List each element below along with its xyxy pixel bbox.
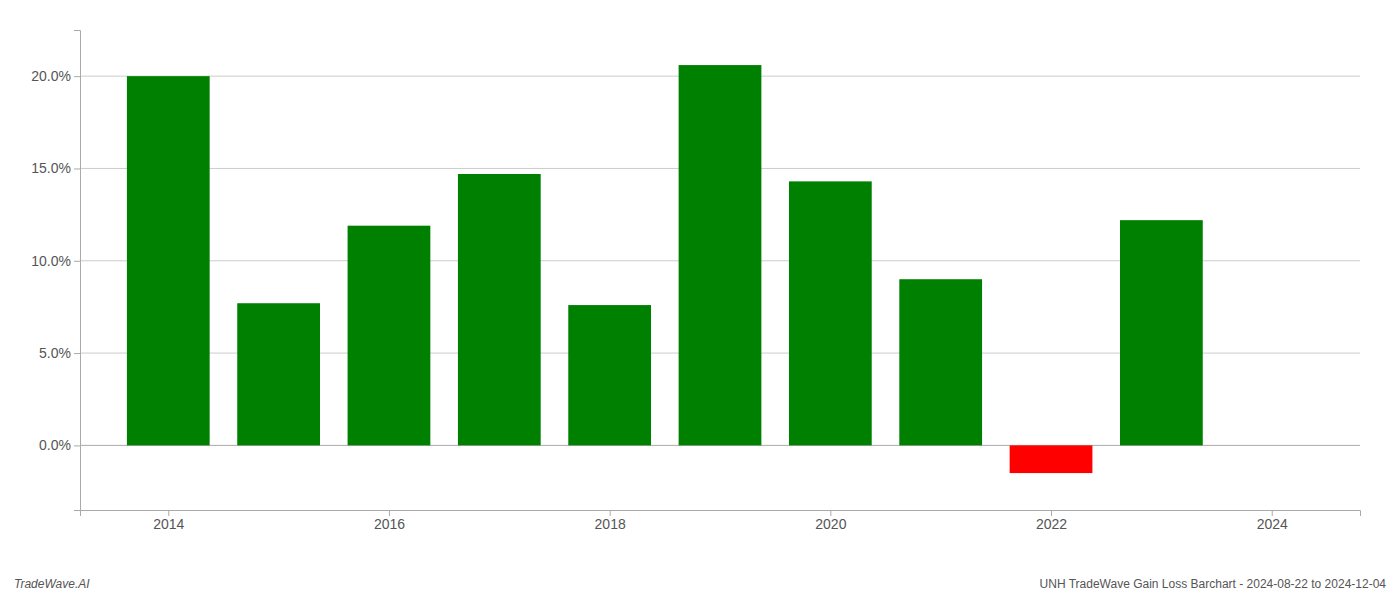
bar xyxy=(899,279,982,445)
axis-line xyxy=(74,31,81,511)
y-tick: 0.0% xyxy=(39,437,80,453)
y-tick-label: 20.0% xyxy=(31,68,71,84)
x-tick: 2016 xyxy=(374,510,405,532)
y-axis: 0.0% 5.0% 10.0% 15.0% 20.0% xyxy=(31,31,80,511)
x-tick-label: 2020 xyxy=(815,516,846,532)
y-tick-mark xyxy=(74,353,80,354)
y-tick: 5.0% xyxy=(39,345,80,361)
x-tick-label: 2024 xyxy=(1257,516,1288,532)
bar xyxy=(789,181,872,445)
y-tick-mark xyxy=(74,261,80,262)
plot: 2014 2016 2018 2020 2022 2024 0.0% 5.0% 10.0% 15.… xyxy=(31,31,1360,532)
x-tick-label: 2022 xyxy=(1036,516,1067,532)
x-tick: 2014 xyxy=(153,510,184,532)
x-axis: 2014 2016 2018 2020 2022 2024 xyxy=(81,510,1361,532)
y-tick: 20.0% xyxy=(31,68,80,84)
bar xyxy=(568,305,651,445)
y-tick-mark xyxy=(74,76,80,77)
y-tick-label: 5.0% xyxy=(39,345,71,361)
x-tick: 2018 xyxy=(595,510,626,532)
footer-left: TradeWave.AI xyxy=(14,577,90,591)
chart: 2014 2016 2018 2020 2022 2024 0.0% 5.0% 10.0% 15.… xyxy=(0,0,1400,600)
bar xyxy=(237,303,320,445)
x-tick: 2020 xyxy=(815,510,846,532)
bar xyxy=(679,65,762,445)
bars xyxy=(127,65,1203,473)
footer-right: UNH TradeWave Gain Loss Barchart - 2024-… xyxy=(1040,577,1387,591)
x-tick-label: 2018 xyxy=(595,516,626,532)
y-tick: 15.0% xyxy=(31,160,80,176)
y-tick: 10.0% xyxy=(31,253,80,269)
bar xyxy=(458,174,541,445)
axis-line xyxy=(81,511,1361,517)
y-tick-label: 15.0% xyxy=(31,160,71,176)
bar xyxy=(127,76,210,445)
x-tick: 2024 xyxy=(1257,510,1288,532)
x-tick: 2022 xyxy=(1036,510,1067,532)
y-tick-mark xyxy=(74,445,80,446)
y-tick-label: 10.0% xyxy=(31,253,71,269)
y-tick-label: 0.0% xyxy=(39,437,71,453)
x-tick-label: 2016 xyxy=(374,516,405,532)
x-tick-label: 2014 xyxy=(153,516,184,532)
bar xyxy=(348,226,431,446)
bar xyxy=(1120,220,1203,445)
bar xyxy=(1010,445,1093,473)
y-tick-mark xyxy=(74,168,80,169)
